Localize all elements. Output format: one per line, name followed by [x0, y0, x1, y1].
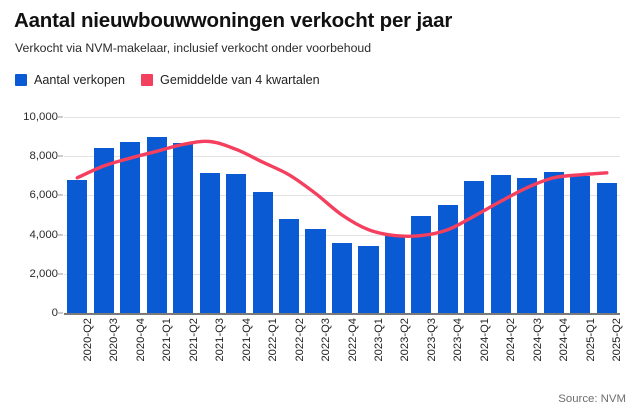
legend-swatch-bars-icon — [15, 74, 27, 86]
bar[interactable] — [93, 148, 114, 313]
bar[interactable] — [437, 205, 458, 313]
x-axis-baseline — [64, 313, 620, 315]
bar[interactable] — [305, 228, 326, 313]
y-axis-tick-mark — [58, 155, 63, 157]
y-axis-tick-mark — [58, 312, 63, 314]
bar[interactable] — [490, 174, 511, 313]
x-axis-tick-label: 2020-Q4 — [134, 318, 147, 362]
bar[interactable] — [67, 179, 88, 313]
x-axis-tick-label: 2022-Q2 — [293, 318, 306, 362]
x-axis-tick-label: 2023-Q1 — [372, 318, 385, 362]
x-axis-tick-label: 2025-Q2 — [611, 318, 624, 362]
x-axis-tick-label: 2021-Q2 — [187, 318, 200, 362]
legend-label-line: Gemiddelde van 4 kwartalen — [160, 73, 320, 87]
chart-legend: Aantal verkopen Gemiddelde van 4 kwartal… — [15, 72, 320, 88]
legend-item-line[interactable]: Gemiddelde van 4 kwartalen — [141, 73, 320, 87]
page-title: Aantal nieuwbouwwoningen verkocht per ja… — [14, 9, 453, 32]
y-axis-tick-label: 0 — [51, 307, 58, 319]
bar[interactable] — [331, 243, 353, 313]
x-axis-tick-label: 2025-Q1 — [584, 318, 597, 362]
y-axis-tick-label: 10,000 — [23, 111, 58, 123]
bar[interactable] — [596, 182, 617, 313]
bar[interactable] — [543, 171, 564, 313]
x-axis-tick-label: 2024-Q3 — [531, 318, 544, 362]
y-axis-tick-mark — [58, 234, 63, 236]
bar[interactable] — [120, 141, 141, 313]
y-axis-tick-label: 6,000 — [29, 189, 58, 202]
y-axis: 0 2,000 4,000 6,000 8,000 10,000 — [0, 111, 63, 319]
bar[interactable] — [570, 175, 591, 313]
bar[interactable] — [358, 246, 379, 313]
x-axis-tick-label: 2021-Q4 — [240, 318, 253, 362]
x-axis-tick-label: 2020-Q2 — [81, 318, 94, 362]
x-axis-tick-label: 2020-Q3 — [108, 318, 121, 362]
x-axis-tick-label: 2023-Q2 — [399, 318, 412, 362]
x-axis-tick-label: 2021-Q3 — [214, 318, 227, 362]
x-axis-tick-label: 2022-Q3 — [320, 318, 333, 362]
y-axis-tick-mark — [58, 116, 63, 118]
source-note: Source: NVM — [558, 393, 626, 405]
x-axis-labels: 2020-Q2 2020-Q3 2020-Q4 2021-Q1 2021-Q2 2021-… — [64, 318, 624, 388]
plot-area — [64, 117, 620, 313]
legend-swatch-line-icon — [141, 74, 154, 86]
x-axis-tick-label: 2024-Q2 — [505, 318, 518, 362]
x-axis-tick-label: 2023-Q4 — [452, 318, 465, 362]
y-axis-tick-label: 8,000 — [29, 150, 58, 163]
x-axis-tick-label: 2022-Q4 — [346, 318, 359, 362]
y-axis-tick-mark — [58, 273, 63, 275]
x-axis-tick-label: 2023-Q3 — [425, 318, 438, 362]
bar[interactable] — [146, 136, 167, 313]
legend-item-bars[interactable]: Aantal verkopen — [15, 73, 125, 87]
y-axis-tick-label: 2,000 — [29, 267, 58, 280]
bar[interactable] — [173, 143, 194, 313]
chart-subtitle: Verkocht via NVM-makelaar, inclusief ver… — [15, 41, 372, 55]
x-axis-tick-label: 2021-Q1 — [161, 318, 174, 362]
bar[interactable] — [517, 177, 538, 313]
bar[interactable] — [226, 173, 247, 313]
x-axis-tick-label: 2022-Q1 — [267, 318, 280, 362]
y-axis-tick-label: 4,000 — [29, 228, 58, 241]
legend-label-bars: Aantal verkopen — [34, 73, 126, 87]
bar[interactable] — [384, 234, 405, 313]
x-axis-tick-label: 2024-Q1 — [478, 318, 491, 362]
bar[interactable] — [411, 215, 432, 313]
bar[interactable] — [464, 180, 485, 313]
bar[interactable] — [278, 218, 300, 313]
x-axis-tick-label: 2024-Q4 — [558, 318, 571, 362]
bar[interactable] — [199, 172, 220, 313]
y-axis-tick-mark — [58, 194, 63, 196]
gridline — [64, 117, 620, 118]
bar[interactable] — [252, 192, 273, 313]
